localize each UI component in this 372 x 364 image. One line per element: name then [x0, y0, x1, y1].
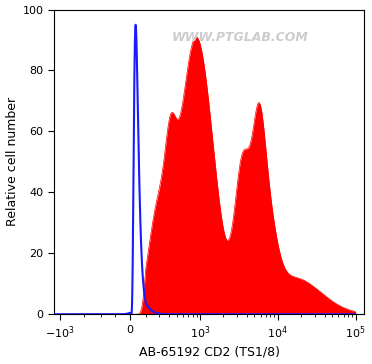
Text: WWW.PTGLAB.COM: WWW.PTGLAB.COM	[172, 31, 309, 44]
Y-axis label: Relative cell number: Relative cell number	[6, 97, 19, 226]
X-axis label: AB-65192 CD2 (TS1/8): AB-65192 CD2 (TS1/8)	[139, 345, 280, 359]
